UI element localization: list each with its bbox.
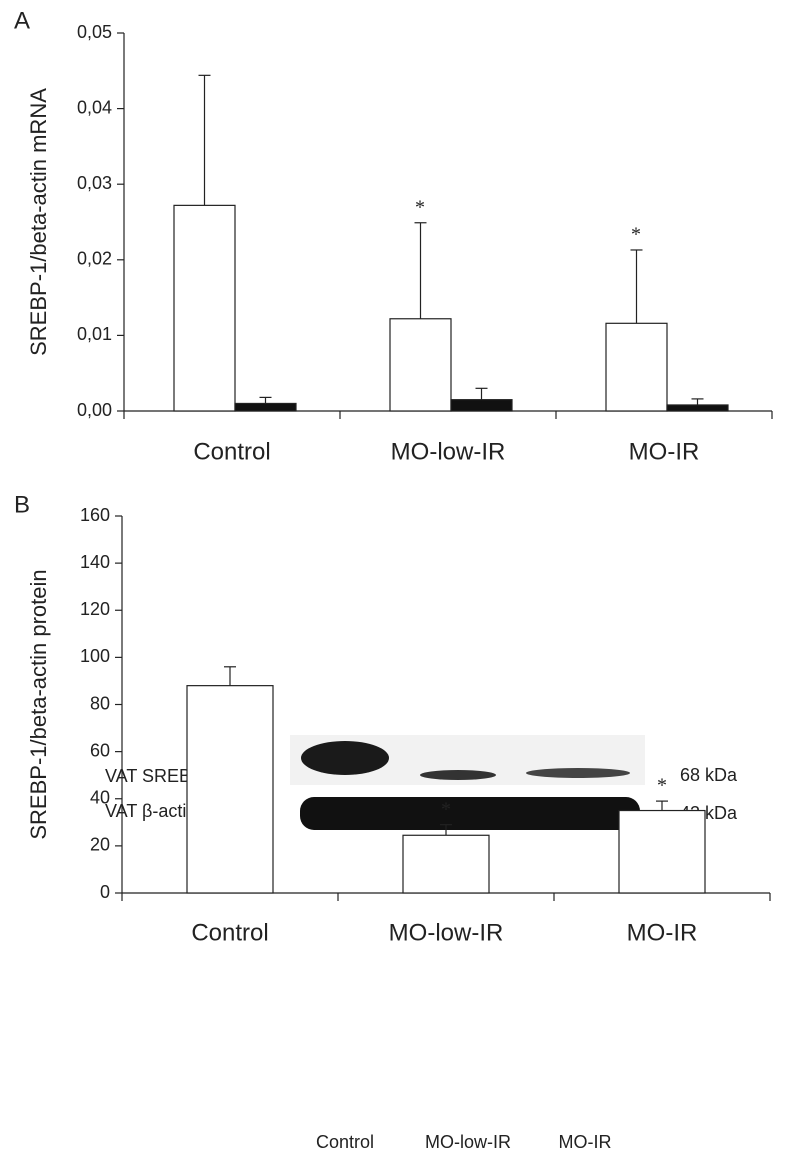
bar <box>234 402 297 412</box>
y-tick-label: 0,00 <box>77 400 112 420</box>
significance-marker: * <box>415 196 425 218</box>
blot-band <box>420 770 496 780</box>
y-tick-label: 120 <box>80 599 110 619</box>
blot-lane-label: Control <box>316 1132 374 1152</box>
y-tick-label: 0,04 <box>77 97 112 117</box>
bar <box>605 322 668 412</box>
panel-label: B <box>14 491 30 518</box>
x-tick-label: Control <box>191 919 268 946</box>
blot-band <box>300 797 640 830</box>
y-axis-label: SREBP-1/beta-actin protein <box>26 569 51 839</box>
y-tick-label: 0 <box>100 882 110 902</box>
significance-marker: * <box>631 224 641 246</box>
x-tick-label: MO-IR <box>629 438 700 465</box>
y-tick-label: 20 <box>90 835 110 855</box>
blot-lane-label: MO-IR <box>559 1132 612 1152</box>
y-tick-label: 60 <box>90 740 110 760</box>
y-tick-label: 0,05 <box>77 22 112 42</box>
y-tick-label: 40 <box>90 788 110 808</box>
y-tick-label: 160 <box>80 505 110 525</box>
significance-marker: * <box>657 775 667 797</box>
significance-marker: * <box>441 798 451 820</box>
blot-size-label: 68 kDa <box>680 765 738 785</box>
blot-band <box>526 768 630 778</box>
panel-label: A <box>14 7 30 34</box>
bar <box>389 318 452 412</box>
y-tick-label: 0,03 <box>77 173 112 193</box>
bar <box>186 685 274 894</box>
bar <box>450 399 513 412</box>
blot-lane-label: MO-low-IR <box>425 1132 511 1152</box>
x-tick-label: MO-IR <box>627 919 698 946</box>
bar <box>173 204 236 412</box>
y-tick-label: 140 <box>80 552 110 572</box>
y-tick-label: 80 <box>90 693 110 713</box>
y-axis-label: SREBP-1/beta-actin mRNA <box>26 88 51 356</box>
blot-row-label: VAT β-actin <box>105 801 196 821</box>
bar <box>402 834 490 894</box>
blot-band <box>301 741 389 775</box>
y-tick-label: 0,01 <box>77 324 112 344</box>
x-tick-label: MO-low-IR <box>391 438 506 465</box>
y-tick-label: 0,02 <box>77 249 112 269</box>
y-tick-label: 100 <box>80 646 110 666</box>
bar <box>666 404 729 412</box>
bar <box>618 809 706 894</box>
x-tick-label: Control <box>193 438 270 465</box>
x-tick-label: MO-low-IR <box>389 919 504 946</box>
